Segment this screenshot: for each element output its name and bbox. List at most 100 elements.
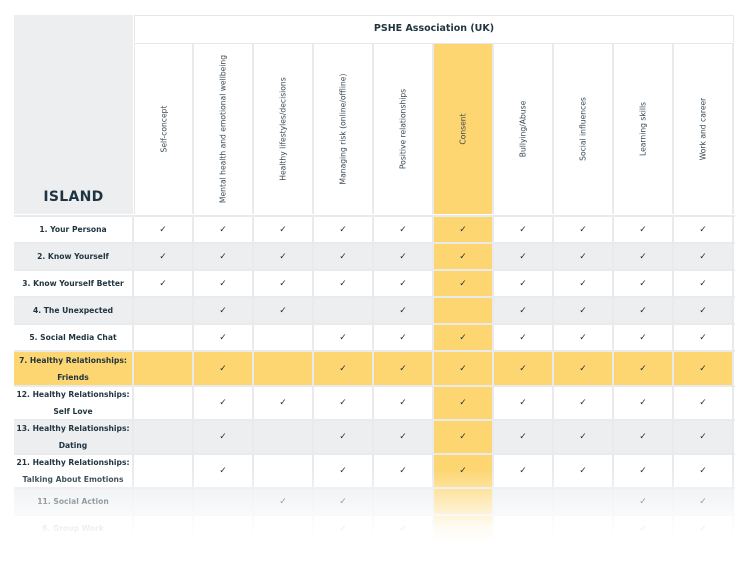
checkmark-icon: ✓ [399,278,407,289]
checkmark-icon: ✓ [699,224,707,235]
column-header-self-concept: Self-concept [134,43,194,214]
table-cell: ✓ [374,298,434,323]
table-cell: ✓ [314,421,374,453]
table-row: 5. Social Media Chat ✓ ✓ ✓ ✓ ✓ ✓ ✓ ✓ [14,323,735,350]
table-cell: ✓ [374,387,434,419]
checkmark-icon: ✓ [279,496,287,507]
row-label: 21. Healthy Relationships: Talking About… [14,455,134,487]
table-cell: ✓ [314,217,374,242]
checkmark-icon: ✓ [519,432,527,442]
table-row: 2. Know Yourself ✓ ✓ ✓ ✓ ✓ ✓ ✓ ✓ ✓ ✓ [14,242,735,269]
table-cell: ✓ [314,387,374,419]
table-cell [254,516,314,541]
table-cell: ✓ [254,298,314,323]
checkmark-icon: ✓ [519,363,527,374]
checkmark-icon: ✓ [339,332,347,343]
checkmark-icon: ✓ [579,363,587,374]
checkmark-icon: ✓ [639,305,647,316]
checkmark-icon: ✓ [639,432,647,442]
checkmark-icon: ✓ [459,332,467,343]
table-cell [374,489,434,514]
table-cell: ✓ [674,352,734,385]
column-header-label: Positive relationships [398,88,408,170]
group-header: PSHE Association (UK) [134,15,734,42]
checkmark-icon: ✓ [339,398,347,408]
checkmark-icon: ✓ [459,466,467,476]
checkmark-icon: ✓ [219,251,227,262]
table-cell: ✓ [674,298,734,323]
table-cell: ✓ [434,455,494,487]
table-cell: ✓ [674,421,734,453]
table-cell: ✓ [134,271,194,296]
table-cell: ✓ [614,217,674,242]
column-header-work-and-career: Work and career [674,43,734,214]
table-cell: ✓ [614,298,674,323]
table-cell [194,489,254,514]
column-header-label: Learning skills [638,101,648,157]
table-cell [254,325,314,350]
table-cell: ✓ [374,244,434,269]
table-cell [554,489,614,514]
table-cell: ✓ [614,516,674,541]
table-cell: ✓ [554,455,614,487]
table-cell [194,516,254,541]
table-cell: ✓ [614,455,674,487]
checkmark-icon: ✓ [279,224,287,235]
checkmark-icon: ✓ [339,224,347,235]
checkmark-icon: ✓ [279,305,287,316]
checkmark-icon: ✓ [519,251,527,262]
table-cell [494,516,554,541]
table-cell [134,387,194,419]
table-cell [134,516,194,541]
checkmark-icon: ✓ [219,432,227,442]
checkmark-icon: ✓ [399,305,407,316]
column-header-consent: Consent [434,43,494,214]
checkmark-icon: ✓ [219,224,227,235]
table-cell: ✓ [194,352,254,385]
checkmark-icon: ✓ [519,466,527,476]
table-cell [134,352,194,385]
column-header-social-influences: Social influences [554,43,614,214]
checkmark-icon: ✓ [459,398,467,408]
checkmark-icon: ✓ [639,496,647,507]
table-cell: ✓ [314,516,374,541]
checkmark-icon: ✓ [639,398,647,408]
checkmark-icon: ✓ [339,496,347,507]
table-cell: ✓ [254,244,314,269]
table-cell: ✓ [194,387,254,419]
table-cell: ✓ [674,325,734,350]
table-cell: ✓ [614,352,674,385]
island-column-header: ISLAND [14,15,133,214]
row-label: 3. Know Yourself Better [14,271,134,296]
checkmark-icon: ✓ [279,251,287,262]
table-cell: ✓ [254,489,314,514]
checkmark-icon: ✓ [339,466,347,476]
table-cell: ✓ [494,455,554,487]
checkmark-icon: ✓ [699,251,707,262]
checkmark-icon: ✓ [579,432,587,442]
column-header-label: Work and career [698,97,708,161]
table-cell: ✓ [494,387,554,419]
table-row: 11. Social Action ✓ ✓ ✓ ✓ [14,487,735,514]
table-cell: ✓ [674,455,734,487]
table-cell: ✓ [194,244,254,269]
table-cell: ✓ [614,325,674,350]
table-cell: ✓ [494,298,554,323]
table-cell: ✓ [494,244,554,269]
table-cell: ✓ [434,217,494,242]
table-cell: ✓ [554,244,614,269]
checkmark-icon: ✓ [639,363,647,374]
table-cell: ✓ [674,387,734,419]
column-header-label: Mental health and emotional wellbeing [218,54,228,204]
checkmark-icon: ✓ [579,251,587,262]
table-cell: ✓ [554,298,614,323]
table-row: 13. Healthy Relationships: Dating ✓ ✓ ✓ ✓ ✓ ✓ ✓… [14,419,735,453]
table-cell: ✓ [494,352,554,385]
checkmark-icon: ✓ [159,278,167,289]
table-cell [134,298,194,323]
table-cell: ✓ [614,421,674,453]
checkmark-icon: ✓ [639,278,647,289]
checkmark-icon: ✓ [459,251,467,262]
table-cell: ✓ [434,244,494,269]
checkmark-icon: ✓ [519,305,527,316]
